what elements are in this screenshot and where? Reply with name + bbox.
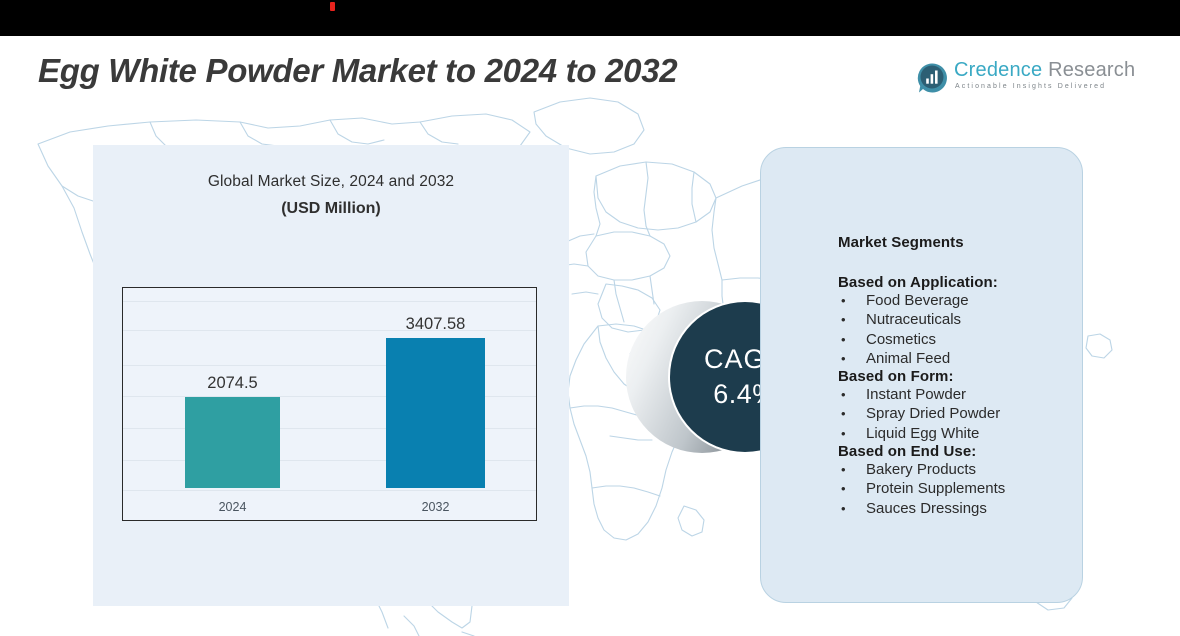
- top-black-band: [0, 0, 1180, 36]
- chart-caption-line1: Global Market Size, 2024 and 2032: [207, 173, 455, 190]
- bar-value-label-2032: 3407.58: [405, 315, 466, 333]
- segments-title: Market Segments: [838, 234, 964, 251]
- bullet-icon: •: [841, 500, 846, 516]
- segment-group: Based on Form: • Instant Powder • Spray Drie…: [838, 368, 1108, 443]
- segment-group: Based on Application: • Food Beverage • Nutr…: [838, 274, 1108, 368]
- segment-list-item: • Bakery Products: [838, 460, 1108, 479]
- bar-chart-circle-icon: [917, 63, 947, 93]
- chart-gridline: [123, 330, 536, 331]
- chart-gridline: [123, 460, 536, 461]
- segment-item-label: Protein Supplements: [866, 480, 1006, 498]
- segment-list-item: • Animal Feed: [838, 349, 1108, 368]
- brand-logo[interactable]: Credence Research Actionable Insights De…: [916, 59, 1135, 100]
- segment-group: Based on End Use: • Bakery Products • Protei…: [838, 443, 1108, 518]
- logo-brand-primary: Credence: [954, 59, 1043, 81]
- segment-item-list: • Instant Powder • Spray Dried Powder • Liqui…: [838, 385, 1108, 443]
- chart-gridline: [123, 428, 536, 429]
- x-axis-label-2024: 2024: [218, 500, 247, 514]
- segment-item-label: Animal Feed: [866, 349, 951, 367]
- logo-brand-secondary: Research: [1042, 59, 1136, 81]
- bar-2032: [386, 338, 485, 488]
- segment-item-label: Spray Dried Powder: [866, 405, 1001, 423]
- logo-wordmark: Credence Research: [954, 59, 1135, 82]
- bullet-icon: •: [841, 312, 846, 328]
- segment-list-item: • Liquid Egg White: [838, 424, 1108, 443]
- bullet-icon: •: [841, 293, 846, 308]
- market-size-bar-chart: 2074.5 3407.58 2024 2032: [122, 287, 537, 521]
- bullet-icon: •: [841, 387, 846, 403]
- market-segments-content: Market Segments Based on Application: • Fo…: [838, 234, 1108, 518]
- red-marker-dot: [330, 2, 335, 11]
- segment-list-item: • Spray Dried Powder: [838, 404, 1108, 423]
- x-axis-label-2032: 2032: [421, 500, 450, 514]
- chart-gridline: [123, 396, 536, 397]
- bullet-icon: •: [841, 462, 846, 478]
- segment-group-heading: Based on End Use:: [838, 443, 977, 461]
- segment-item-label: Liquid Egg White: [866, 424, 980, 442]
- bullet-icon: •: [841, 331, 846, 347]
- market-segments-panel: [760, 147, 1083, 603]
- page-title: Egg White Powder Market to 2024 to 2032: [38, 52, 678, 89]
- segment-item-label: Food Beverage: [866, 292, 969, 309]
- segment-group-list: Based on Application: • Food Beverage • Nutr…: [838, 274, 1108, 518]
- segment-item-label: Sauces Dressings: [866, 499, 987, 517]
- segment-item-list: • Food Beverage • Nutraceuticals • Cosmetics •…: [838, 291, 1108, 368]
- segment-list-item: • Sauces Dressings: [838, 499, 1108, 518]
- chart-gridline: [123, 301, 536, 302]
- chart-gridline: [123, 490, 536, 491]
- segment-group-heading: Based on Form:: [838, 368, 954, 386]
- segment-item-label: Instant Powder: [866, 386, 967, 404]
- bullet-icon: •: [841, 350, 846, 366]
- segment-item-label: Cosmetics: [866, 330, 937, 348]
- bullet-icon: •: [841, 406, 846, 422]
- chart-caption: Global Market Size, 2024 and 2032 (USD M…: [93, 173, 569, 218]
- bullet-icon: •: [841, 425, 846, 441]
- bullet-icon: •: [841, 481, 846, 497]
- bar-2024: [185, 397, 280, 488]
- chart-caption-line2: (USD Million): [281, 200, 381, 217]
- segment-item-label: Nutraceuticals: [866, 311, 962, 329]
- segment-list-item: • Food Beverage: [838, 291, 1108, 310]
- segment-item-list: • Bakery Products • Protein Supplements • Sau…: [838, 460, 1108, 518]
- segment-list-item: • Instant Powder: [838, 385, 1108, 404]
- segment-item-label: Bakery Products: [866, 461, 977, 479]
- chart-plot-area: 2074.5 3407.58 2024 2032: [123, 288, 536, 520]
- chart-gridline: [123, 365, 536, 366]
- segment-group-heading: Based on Application:: [838, 274, 998, 291]
- bar-value-label-2024: 2074.5: [207, 374, 258, 392]
- logo-tagline: Actionable Insights Delivered: [955, 83, 1107, 90]
- segment-list-item: • Protein Supplements: [838, 479, 1108, 498]
- segment-list-item: • Nutraceuticals: [838, 310, 1108, 329]
- segment-list-item: • Cosmetics: [838, 330, 1108, 349]
